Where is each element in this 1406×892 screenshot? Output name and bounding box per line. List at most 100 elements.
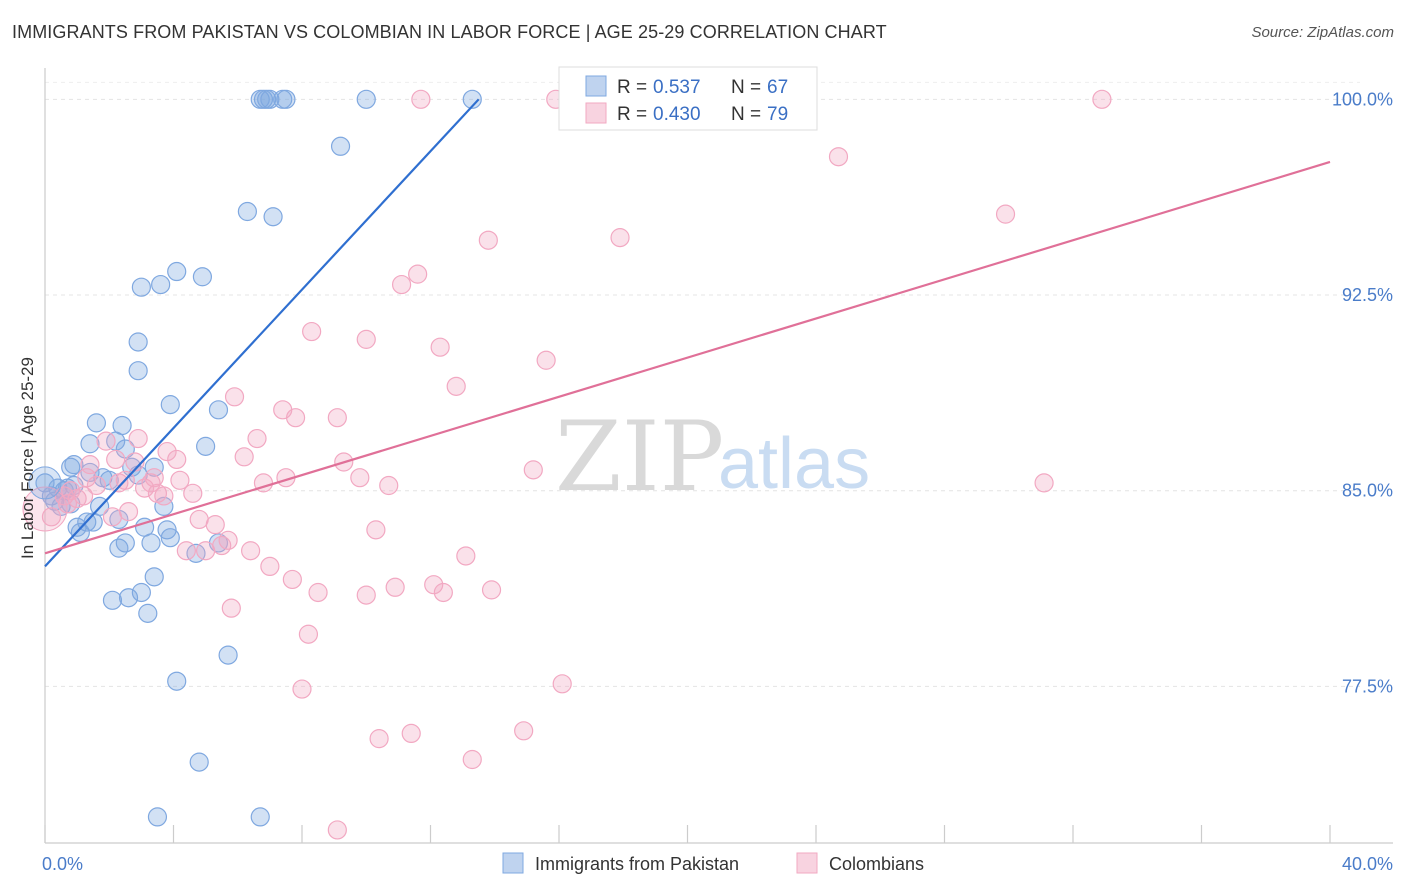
- colombians-point-71: [536, 350, 556, 370]
- legend-swatch-colombians: [585, 102, 607, 124]
- colombians-point-75: [828, 147, 849, 167]
- colombians-point-59: [408, 264, 428, 284]
- pakistan-point-24: [112, 415, 132, 436]
- colombians-point-36: [247, 428, 267, 449]
- colombians-point-25: [176, 541, 196, 561]
- series-legend-label-pakistan: Immigrants from Pakistan: [535, 854, 739, 874]
- colombians-point-22: [157, 441, 177, 462]
- pakistan-point-31: [128, 332, 148, 352]
- colombians-point-35: [241, 541, 261, 561]
- colombians-point-57: [391, 274, 412, 295]
- pakistan-point-36: [141, 533, 161, 553]
- colombians-point-11: [106, 449, 126, 470]
- pakistan-cluster-point: [28, 466, 62, 500]
- watermark-zip: ZIP: [555, 401, 724, 513]
- colombians-point-45: [302, 321, 322, 342]
- colombians-point-62: [430, 337, 450, 357]
- colombians-point-70: [523, 460, 543, 480]
- tick-labels: 100.0% 92.5% 85.0% 77.5% 0.0% 40.0%: [42, 89, 1393, 874]
- colombians-point-66: [462, 749, 482, 770]
- legend-r-label-pakistan: R =: [617, 77, 647, 98]
- colombians-point-78: [1092, 89, 1112, 109]
- colombians-point-50: [350, 468, 370, 488]
- colombians-point-27: [189, 509, 209, 530]
- colombians-point-17: [134, 478, 155, 498]
- colombians-point-5: [73, 486, 94, 506]
- legend-n-value-pakistan: 67: [767, 77, 788, 98]
- pakistan-point-50: [196, 436, 216, 456]
- colombians-point-31: [218, 530, 238, 550]
- pakistan-point-49: [192, 267, 213, 287]
- colombians-point-54: [369, 729, 389, 749]
- legend-r-value-colombians: 0.430: [653, 104, 701, 125]
- colombians-point-43: [292, 679, 312, 699]
- colombians-point-56: [385, 577, 405, 597]
- y-tick-label-2: 85.0%: [1342, 481, 1393, 501]
- colombians-point-52: [356, 329, 376, 349]
- colombians-point-8: [86, 475, 107, 496]
- colombians-point-10: [102, 507, 123, 527]
- legend-swatch-pakistan: [585, 75, 607, 97]
- pakistan-point-54: [237, 201, 257, 222]
- pakistan-point-63: [330, 136, 351, 156]
- colombians-point-0: [41, 507, 62, 527]
- pakistan-point-53: [218, 645, 238, 665]
- y-axis-label: In Labor Force | Age 25-29: [18, 357, 37, 559]
- colombians-point-61: [424, 575, 444, 595]
- pakistan-point-20: [102, 590, 123, 610]
- colombians-point-63: [433, 582, 453, 603]
- pakistan-point-22: [109, 538, 129, 558]
- colombians-point-58: [401, 723, 421, 744]
- colombians-point-64: [446, 376, 466, 396]
- pakistan-point-38: [144, 457, 164, 477]
- colombians-point-26: [183, 483, 203, 503]
- watermark-atlas: atlas: [718, 424, 870, 504]
- colombians-point-77: [1034, 473, 1054, 493]
- pakistan-point-62: [276, 89, 296, 109]
- source-label: Source: ZipAtlas.com: [1251, 24, 1394, 41]
- y-tick-label-3: 77.5%: [1342, 676, 1393, 696]
- colombians-point-19: [144, 468, 164, 488]
- pakistan-point-56: [250, 807, 270, 827]
- colombians-point-55: [379, 475, 399, 496]
- legend-n-label-colombians: N =: [731, 104, 761, 125]
- colombians-point-53: [366, 520, 386, 540]
- series-legend-swatch-colombians: [796, 852, 818, 874]
- colombians-trend-line: [44, 160, 1331, 555]
- legend: R = 0.537 N = 67 R = 0.430 N = 79: [558, 66, 818, 131]
- pakistan-point-25: [115, 533, 135, 553]
- colombians-point-42: [285, 408, 306, 428]
- legend-r-value-pakistan: 0.537: [653, 77, 701, 98]
- legend-n-label-pakistan: N =: [731, 77, 761, 98]
- pakistan-point-65: [462, 89, 482, 109]
- series-legend: Immigrants from Pakistan Colombians: [502, 852, 924, 874]
- series-legend-swatch-pakistan: [502, 852, 524, 874]
- colombians-point-16: [128, 428, 148, 449]
- colombians-point-9: [96, 431, 116, 451]
- pakistan-point-8: [64, 455, 84, 475]
- colombians-point-74: [610, 228, 630, 248]
- pakistan-point-7: [61, 457, 81, 477]
- colombians-point-28: [196, 541, 216, 561]
- pakistan-point-44: [160, 395, 180, 415]
- y-tick-label-0: 100.0%: [1332, 89, 1393, 109]
- pakistan-point-40: [151, 274, 171, 295]
- chart-title: IMMIGRANTS FROM PAKISTAN VS COLOMBIAN IN…: [12, 22, 887, 42]
- pakistan-point-45: [167, 671, 187, 691]
- legend-r-label-colombians: R =: [617, 104, 647, 125]
- colombians-point-32: [221, 598, 241, 618]
- colombians-point-69: [514, 721, 534, 741]
- watermark: ZIP atlas: [555, 401, 870, 513]
- colombians-point-18: [141, 473, 161, 493]
- colombians-point-65: [456, 546, 476, 566]
- colombians-point-47: [327, 408, 347, 428]
- colombians-point-7: [80, 455, 100, 475]
- colombians-point-24: [170, 470, 190, 490]
- pakistan-point-64: [356, 89, 376, 109]
- pakistan-point-35: [138, 603, 158, 623]
- x-tick-label-1: 40.0%: [1342, 854, 1393, 874]
- colombians-point-51: [356, 585, 376, 605]
- pakistan-point-33: [131, 277, 151, 297]
- pakistan-point-16: [86, 413, 107, 433]
